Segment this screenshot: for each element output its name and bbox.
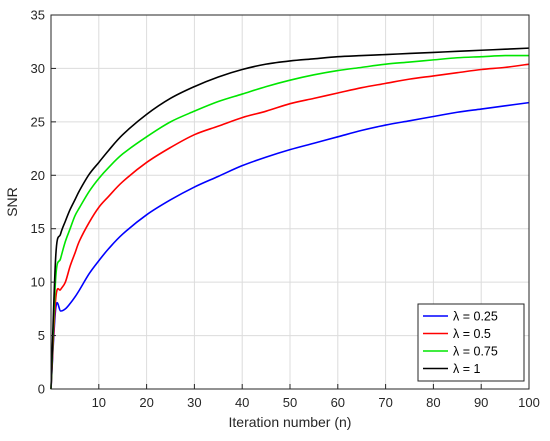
legend: λ = 0.25 λ = 0.5 λ = 0.75 λ = 1 — [417, 303, 525, 382]
y-tick-label: 10 — [31, 275, 45, 290]
y-tick-label: 0 — [38, 382, 45, 397]
x-tick-label: 100 — [518, 395, 540, 410]
x-tick-label: 40 — [235, 395, 249, 410]
y-tick-label: 5 — [38, 328, 45, 343]
series-line-3 — [50, 54, 530, 390]
x-tick-label: 30 — [187, 395, 201, 410]
y-axis-label: SNR — [4, 187, 20, 217]
legend-label: λ = 0.25 — [453, 310, 498, 324]
x-tick-label: 20 — [139, 395, 153, 410]
series-line-1 — [50, 101, 530, 390]
x-tick-label: 60 — [331, 395, 345, 410]
x-axis-ticks: 10 20 30 40 50 60 70 80 90 100 — [92, 384, 540, 410]
y-axis-ticks: 0 5 10 15 20 25 30 35 — [31, 8, 56, 397]
legend-label: λ = 0.75 — [453, 345, 498, 359]
y-tick-label: 35 — [31, 8, 45, 23]
x-tick-label: 90 — [474, 395, 488, 410]
x-tick-label: 10 — [92, 395, 106, 410]
legend-label: λ = 0.5 — [453, 327, 491, 341]
y-tick-label: 30 — [31, 61, 45, 76]
series-line-2 — [50, 63, 530, 390]
y-tick-label: 25 — [31, 114, 45, 129]
series-layer — [50, 47, 530, 390]
x-tick-label: 70 — [378, 395, 392, 410]
series-line-4 — [50, 47, 530, 390]
x-tick-label: 80 — [426, 395, 440, 410]
x-axis-label: Iteration number (n) — [229, 414, 352, 430]
x-tick-label: 50 — [283, 395, 297, 410]
legend-label: λ = 1 — [453, 362, 480, 376]
y-tick-label: 15 — [31, 221, 45, 236]
y-tick-label: 20 — [31, 168, 45, 183]
